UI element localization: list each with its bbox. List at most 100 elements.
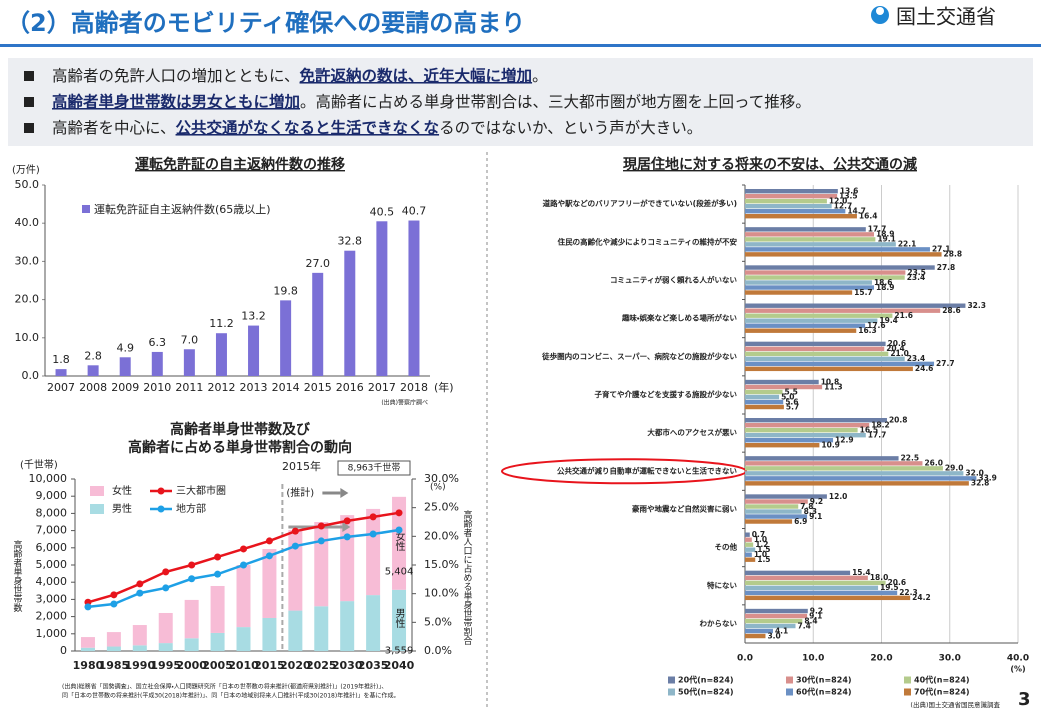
logo: 国土交通省 <box>871 5 996 29</box>
value-label: 15.4 <box>852 568 871 577</box>
bar <box>745 242 896 247</box>
value-label: 18.9 <box>876 283 895 292</box>
legend-swatch <box>90 504 104 514</box>
bar <box>151 351 163 376</box>
value-label: 6.9 <box>794 517 807 526</box>
value-label: 28.6 <box>942 306 961 315</box>
bar-segment <box>132 645 147 651</box>
value-label: 18.6 <box>874 278 893 287</box>
bar-segment <box>262 617 277 651</box>
bar <box>745 308 941 313</box>
legend-label: 70代(n=824) <box>914 687 970 697</box>
legend-swatch <box>157 505 165 513</box>
line-point <box>369 530 377 538</box>
legend-label: 三大都市圏 <box>176 484 226 497</box>
x-tick-label: 1985 <box>99 659 130 672</box>
bar-segment <box>80 647 95 651</box>
y-tick-label: 6,000 <box>36 541 68 554</box>
category-label: 子育てや介護などを支援する施設が少ない <box>595 389 738 399</box>
value-label: 9.1 <box>809 611 822 620</box>
x-tick-label: 2016 <box>336 381 364 394</box>
value-label: 19.8 <box>273 284 298 297</box>
bar <box>745 608 808 614</box>
x-unit: (%) <box>1010 665 1025 674</box>
y2-axis-title: 高齢者人口に占める単身世帯割合 <box>462 509 473 646</box>
line-point <box>291 542 299 550</box>
callout-box <box>337 460 411 476</box>
y-tick-label: 2,000 <box>36 610 68 623</box>
value-label: 16.5 <box>860 426 879 435</box>
value-label: 27.1 <box>932 245 951 254</box>
category-label: 豪雨や地震など自然災害に弱い <box>632 503 737 513</box>
value-label: 4.1 <box>775 626 788 635</box>
bar-segment <box>184 599 199 639</box>
bullet-segment: 高齢者単身世帯数は男女ともに増加 <box>52 92 300 111</box>
line-point <box>136 589 144 597</box>
bar <box>745 461 923 466</box>
line-point <box>343 517 351 525</box>
y2-tick-label: 20.0% <box>424 529 459 542</box>
bar <box>745 494 827 499</box>
x-tick-label: 2035 <box>358 659 389 672</box>
line-point <box>188 561 196 569</box>
bar <box>745 466 943 471</box>
value-label: 32.8 <box>338 235 363 248</box>
value-label: 9.2 <box>810 497 823 506</box>
x-tick-label: 2015 <box>254 659 285 672</box>
x-tick-label: 2009 <box>111 381 139 394</box>
chart-title: 高齢者単身世帯数及び <box>170 421 311 438</box>
bar <box>745 285 874 290</box>
x-tick-label: 2013 <box>240 381 268 394</box>
x-tick-label: 2018 <box>400 381 428 394</box>
value-label: 16.3 <box>858 326 877 335</box>
value-label: 12.0 <box>829 492 848 501</box>
bar <box>745 628 773 634</box>
bar <box>745 471 964 476</box>
value-label: 20.6 <box>888 578 907 587</box>
x-tick-label: 2017 <box>368 381 396 394</box>
bar <box>312 272 324 376</box>
bar-segment <box>210 585 225 633</box>
line-point <box>214 553 222 561</box>
bar-segment <box>210 632 225 651</box>
bar-inner-name: 女性 <box>393 530 405 552</box>
value-label: 15.7 <box>854 288 873 297</box>
bar <box>183 349 195 376</box>
bar <box>745 280 872 285</box>
value-label: 2.8 <box>84 349 102 362</box>
bar <box>745 595 911 601</box>
bullet-text: 高齢者単身世帯数は男女ともに増加。高齢者に占める単身世帯割合は、三大都市圏が地方… <box>52 92 811 111</box>
bar-segment <box>132 625 147 646</box>
line-point <box>240 561 247 569</box>
bar <box>745 384 823 390</box>
bar <box>248 325 260 376</box>
page-number: 3 <box>1018 689 1031 710</box>
x-tick-label: 10.0 <box>802 654 824 664</box>
bullet-segment: 高齢者を中心に、 <box>52 119 176 137</box>
bar-segment <box>314 606 329 651</box>
value-label: 10.9 <box>821 441 840 450</box>
legend-swatch <box>668 676 675 684</box>
category-label: わからない <box>700 619 738 628</box>
value-label: 12.0 <box>829 197 848 206</box>
y-tick-label: 3,000 <box>36 592 68 605</box>
value-label: 16.4 <box>859 212 878 221</box>
chart-title: 運転免許証の自主返納件数の推移 <box>135 156 345 173</box>
bar <box>745 194 838 199</box>
value-label: 27.8 <box>937 263 956 272</box>
bar <box>280 300 292 376</box>
x-tick-label: 1995 <box>150 659 181 672</box>
bullet-segment: 免許返納の数は、近年大幅に増加 <box>299 66 533 85</box>
x-tick-label: 2040 <box>384 659 415 672</box>
bar <box>376 221 388 376</box>
legend-label: 60代(n=824) <box>796 687 852 697</box>
value-label: 13.5 <box>839 192 858 201</box>
logo-icon <box>876 7 884 15</box>
value-label: 1.2 <box>755 540 768 549</box>
y2-tick-label: 25.0% <box>424 501 459 514</box>
value-label: 1.5 <box>757 545 770 554</box>
bar <box>408 220 420 376</box>
legend-label: 30代(n=824) <box>796 675 852 685</box>
value-label: 22.1 <box>898 240 917 249</box>
line-point <box>162 568 170 576</box>
